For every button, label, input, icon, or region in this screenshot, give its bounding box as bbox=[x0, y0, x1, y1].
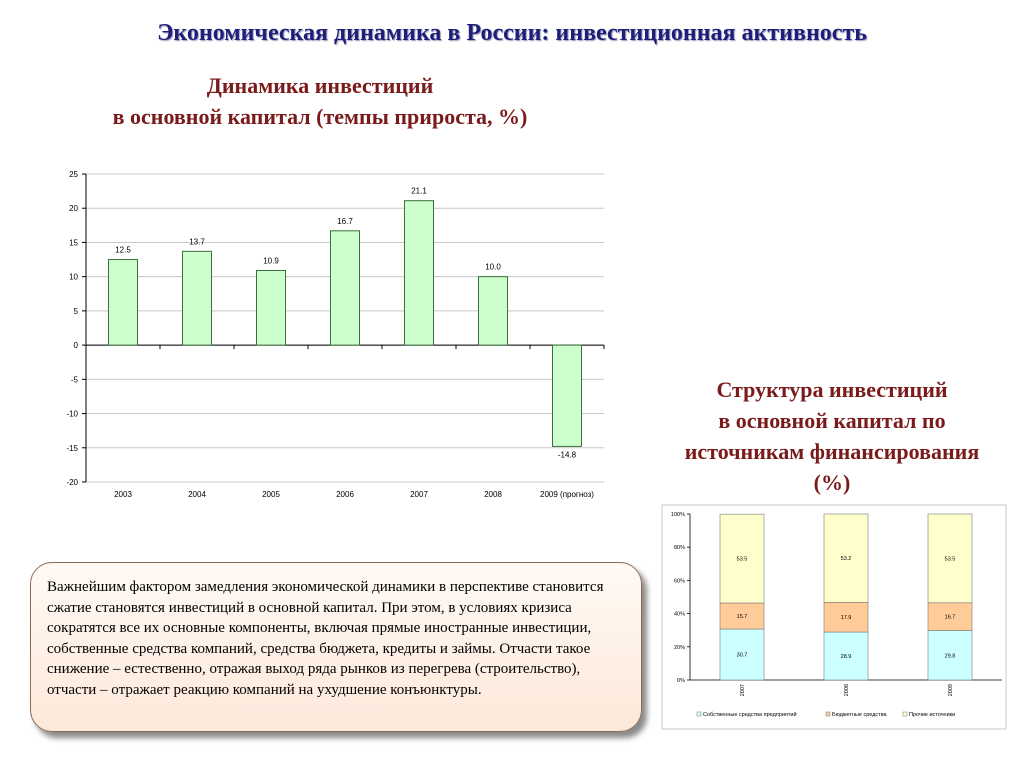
legend-label-2: Прочие источники bbox=[909, 712, 955, 718]
bar-2006 bbox=[330, 230, 360, 346]
stack-seg-2008-0 bbox=[823, 631, 869, 681]
x-tick-label-5: 2008 bbox=[484, 490, 502, 499]
financing-structure-stacked-chart: 0% 20% 40% 60% 80% 100% 30.7 15.7 53.5 2007 28.9 17… bbox=[661, 504, 1007, 730]
data-label-2006: 16.7 bbox=[337, 217, 353, 226]
investment-growth-bar-chart: -20 -15 -10 -5 0 5 10 15 20 25 12.5 2003 13.7 2004 10.… bbox=[66, 170, 605, 499]
legend-swatch-1 bbox=[825, 711, 831, 717]
legend-label-1: Бюджетные средства bbox=[832, 712, 888, 718]
stack-y-tick-label-5: 100% bbox=[671, 512, 685, 518]
legend-swatch-2 bbox=[902, 711, 908, 717]
note-callout: Важнейшим фактором замедления экономичес… bbox=[30, 562, 642, 732]
stack-data-label-2009-2: 53.5 bbox=[945, 556, 956, 562]
data-label-2004: 13.7 bbox=[189, 237, 205, 246]
stack-data-label-2009-0: 29.8 bbox=[945, 653, 956, 659]
y-tick-label-6: 10 bbox=[69, 273, 78, 282]
data-label-2009 (прогноз): -14.8 bbox=[558, 450, 577, 459]
stack-data-label-2007-2: 53.5 bbox=[737, 557, 748, 563]
stacked-chart-title-line-2: в основной капитал по bbox=[718, 408, 946, 433]
y-tick-label-5: 5 bbox=[74, 307, 79, 316]
legend-swatch-0 bbox=[696, 711, 702, 717]
note-text: Важнейшим фактором замедления экономичес… bbox=[47, 579, 604, 698]
x-tick-label-4: 2007 bbox=[410, 490, 428, 499]
x-tick-label-3: 2006 bbox=[336, 490, 354, 499]
stack-seg-2009-0 bbox=[927, 630, 973, 681]
y-tick-label-3: -5 bbox=[71, 375, 79, 384]
bar-2009 (прогноз) bbox=[552, 344, 582, 447]
y-tick-label-7: 15 bbox=[69, 238, 78, 247]
x-tick-label-2: 2005 bbox=[262, 490, 280, 499]
bar-chart-title: Динамика инвестиций в основной капитал (… bbox=[40, 70, 600, 132]
bar-2007 bbox=[404, 200, 434, 346]
y-tick-label-4: 0 bbox=[74, 341, 79, 350]
y-tick-label-0: -20 bbox=[66, 478, 78, 487]
stack-data-label-2008-1: 17.9 bbox=[841, 615, 852, 621]
bar-chart-title-line-1: Динамика инвестиций bbox=[206, 73, 434, 98]
bar-2003 bbox=[108, 259, 138, 346]
stack-y-tick-label-2: 40% bbox=[674, 612, 685, 618]
data-label-2003: 12.5 bbox=[115, 246, 131, 255]
stack-seg-2007-1 bbox=[719, 602, 765, 630]
stack-x-tick-label-2: 2009 bbox=[948, 684, 954, 696]
stack-x-tick-label-0: 2007 bbox=[740, 684, 746, 696]
data-label-2007: 21.1 bbox=[411, 187, 427, 196]
stack-seg-2008-1 bbox=[823, 602, 869, 633]
stack-y-tick-label-4: 80% bbox=[674, 545, 685, 551]
x-tick-label-1: 2004 bbox=[188, 490, 206, 499]
stack-seg-2008-2 bbox=[823, 513, 869, 603]
x-tick-label-0: 2003 bbox=[114, 490, 132, 499]
stack-seg-2007-0 bbox=[719, 628, 765, 681]
bar-2008 bbox=[478, 276, 508, 346]
stack-data-label-2008-0: 28.9 bbox=[841, 654, 852, 660]
legend-label-0: Собственные средства предприятий bbox=[703, 711, 797, 718]
data-label-2008: 10.0 bbox=[485, 263, 501, 272]
stack-data-label-2007-1: 15.7 bbox=[737, 614, 748, 620]
stack-data-label-2007-0: 30.7 bbox=[737, 653, 748, 659]
stacked-chart-title-line-3: источникам финансирования bbox=[684, 439, 980, 464]
stack-data-label-2008-2: 53.2 bbox=[841, 556, 852, 562]
stacked-chart-title: Структура инвестиций в основной капитал … bbox=[652, 374, 1012, 498]
data-label-2005: 10.9 bbox=[263, 257, 279, 266]
stacked-chart-title-line-1: Структура инвестиций bbox=[716, 377, 948, 402]
stacked-chart-title-line-4: (%) bbox=[813, 470, 851, 495]
stack-seg-2009-2 bbox=[927, 513, 973, 604]
x-tick-label-6: 2009 (прогноз) bbox=[540, 490, 594, 499]
bar-chart-title-line-2: в основной капитал (темпы прироста, %) bbox=[112, 104, 528, 129]
stack-seg-2007-2 bbox=[719, 513, 765, 604]
y-tick-label-2: -10 bbox=[66, 410, 78, 419]
y-tick-label-8: 20 bbox=[69, 204, 78, 213]
stack-y-tick-label-1: 20% bbox=[674, 645, 685, 651]
y-tick-label-9: 25 bbox=[69, 170, 78, 179]
stack-y-tick-label-0: 0% bbox=[677, 678, 685, 684]
y-tick-label-1: -15 bbox=[66, 444, 78, 453]
stack-data-label-2009-1: 16.7 bbox=[945, 615, 956, 621]
bar-2004 bbox=[182, 250, 212, 346]
bar-2005 bbox=[256, 270, 286, 346]
stack-y-tick-label-3: 60% bbox=[674, 578, 685, 584]
stack-x-tick-label-1: 2008 bbox=[844, 684, 850, 696]
page-title: Экономическая динамика в России: инвести… bbox=[157, 20, 867, 46]
